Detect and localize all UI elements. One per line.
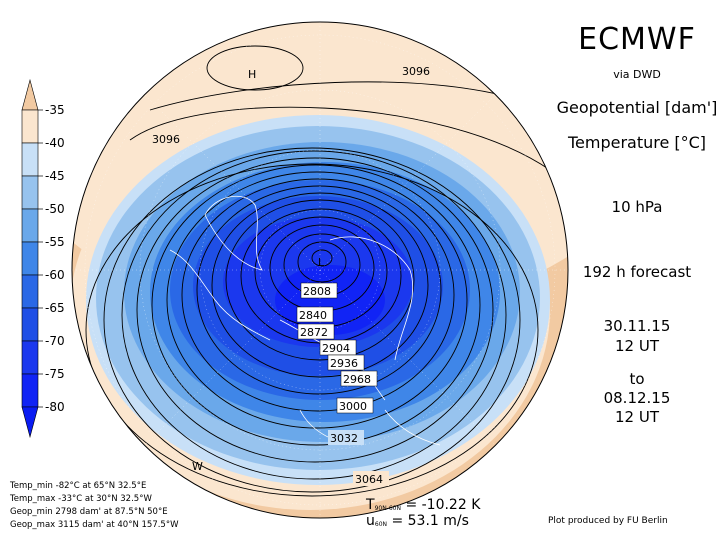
- run-time: 12 UT: [615, 337, 659, 355]
- contour-label: 2968: [343, 373, 371, 386]
- stat-temp-min: Temp_min -82°C at 65°N 32.5°E: [10, 481, 147, 491]
- temperature-index-subscript: 90N-60N: [374, 505, 401, 512]
- pressure-level: 10 hPa: [611, 198, 663, 216]
- forecast-lead: 192 h forecast: [582, 263, 692, 281]
- contour-label: 2808: [303, 285, 331, 298]
- stat-geop-max: Geop_max 3115 dam' at 40°N 157.5°W: [10, 520, 179, 530]
- wind-index-subscript: 60N: [374, 521, 387, 528]
- valid-date: 08.12.15: [603, 389, 671, 407]
- stat-temp-max: Temp_max -33°C at 30°N 32.5°W: [10, 494, 152, 504]
- legend-label: -70: [45, 334, 65, 348]
- wind-index: u60N = 53.1 m/s: [366, 513, 469, 529]
- geopotential-contours: [85, 45, 551, 497]
- model-title: ECMWF: [578, 22, 696, 57]
- contour-label: 3000: [339, 400, 367, 413]
- temperature-index-value: = -10.22 K: [405, 497, 481, 513]
- low-pressure-marker: L: [318, 256, 325, 269]
- contour-label: 2936: [330, 357, 358, 370]
- legend-label: -35: [45, 103, 65, 117]
- contour-label: 3064: [355, 473, 383, 486]
- legend-label: -65: [45, 301, 65, 315]
- wind-index-value: = 53.1 m/s: [391, 513, 469, 529]
- map-boundary: [71, 21, 569, 519]
- high-pressure-marker: H: [248, 68, 256, 81]
- parameter-temperature: Temperature [°C]: [567, 133, 707, 152]
- color-legend: -35 -40 -45 -50 -55 -60 -65 -70 -75 -80: [21, 78, 65, 439]
- contour-label: 2872: [300, 326, 328, 339]
- contour-label: 3096: [402, 65, 430, 78]
- legend-label: -50: [45, 202, 65, 216]
- contour-label: 3032: [330, 432, 358, 445]
- contour-label: 2904: [322, 342, 350, 355]
- contour-labels: 3096 3096 2808 2840 2872 2904 2936 2968 …: [150, 64, 436, 486]
- run-date: 30.11.15: [603, 317, 671, 335]
- legend-label: -60: [45, 268, 65, 282]
- temperature-field: [72, 22, 568, 518]
- credit-text: Plot produced by FU Berlin: [548, 516, 668, 526]
- stat-geop-min: Geop_min 2798 dam' at 87.5°N 50°E: [10, 507, 168, 517]
- legend-label: -80: [45, 400, 65, 414]
- temperature-index: T90N-60N = -10.22 K: [366, 497, 481, 513]
- valid-time: 12 UT: [615, 408, 659, 426]
- legend-label: -55: [45, 235, 65, 249]
- legend-label: -40: [45, 136, 65, 150]
- graticule: [72, 22, 568, 518]
- parameter-geopotential: Geopotential [dam']: [556, 98, 718, 117]
- legend-label: -75: [45, 367, 65, 381]
- contour-label: 2840: [299, 309, 327, 322]
- to-label: to: [629, 370, 645, 388]
- contour-label: 3096: [152, 133, 180, 146]
- warm-marker: W: [192, 460, 203, 473]
- source-label: via DWD: [613, 68, 661, 81]
- legend-label: -45: [45, 169, 65, 183]
